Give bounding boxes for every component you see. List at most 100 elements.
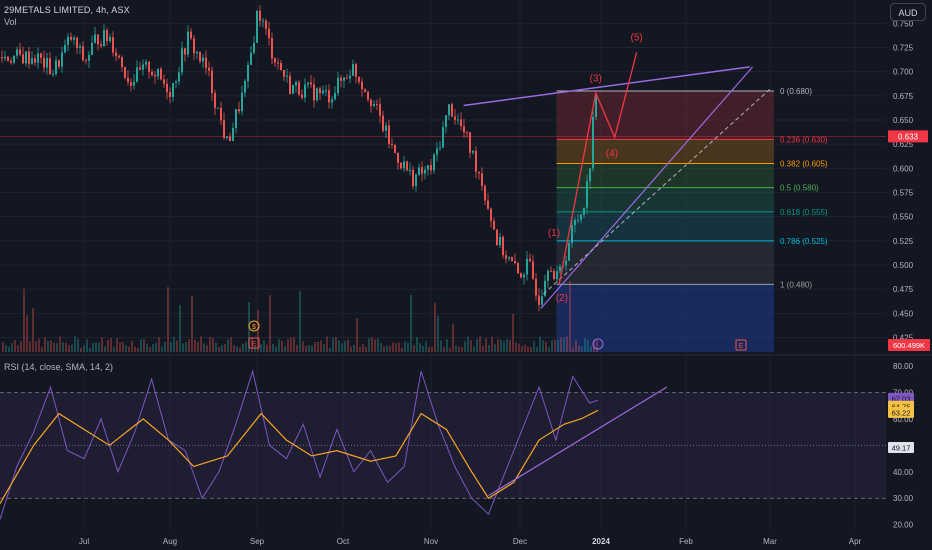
volume-bar	[191, 296, 193, 352]
volume-bar	[128, 346, 130, 352]
volume-bar	[263, 340, 265, 352]
rsi-value-badge	[888, 406, 914, 418]
candle-body	[469, 132, 471, 153]
candle-body	[454, 116, 456, 120]
volume-bar	[311, 345, 313, 352]
candle-body	[313, 84, 315, 101]
volume-bar	[428, 346, 430, 352]
volume-bar	[35, 341, 37, 352]
volume-bar	[287, 338, 289, 352]
candle-body	[103, 30, 105, 47]
volume-bar	[74, 336, 76, 352]
volume-bar	[482, 345, 484, 352]
candle-body	[148, 61, 150, 72]
last-price-badge	[888, 130, 928, 143]
volume-bar	[83, 345, 85, 352]
volume-bar	[29, 341, 31, 352]
price-axis-tick: 0.475	[893, 285, 914, 294]
candle-body	[151, 71, 153, 76]
candle-body	[205, 57, 207, 68]
volume-bar	[572, 347, 574, 352]
volume-bar	[104, 346, 106, 352]
volume-bar	[512, 313, 514, 352]
rsi-value-label: 64.75	[892, 402, 911, 411]
candle-body	[199, 51, 201, 62]
candle-body	[265, 20, 267, 29]
volume-bar	[476, 338, 478, 352]
volume-bar	[50, 340, 52, 352]
rsi-title[interactable]: RSI (14, close, SMA, 14, 2)	[4, 362, 114, 372]
price-axis-tick: 0.525	[893, 237, 914, 246]
candle-body	[211, 70, 213, 94]
candle-body	[595, 95, 597, 118]
volume-bar	[386, 345, 388, 352]
candle-body	[256, 10, 258, 43]
volume-bar	[347, 339, 349, 352]
candle-body	[430, 165, 432, 171]
volume-bar	[200, 336, 202, 352]
candle-body	[34, 58, 36, 63]
rsi-value-label: 49.17	[892, 444, 911, 453]
volume-bar	[515, 342, 517, 352]
candle-body	[556, 271, 558, 280]
candle-body	[439, 147, 441, 149]
candle-body	[316, 88, 318, 101]
volume-bar	[110, 338, 112, 352]
candle-body	[31, 58, 33, 64]
candle-body	[502, 236, 504, 256]
fib-zone	[556, 211, 774, 241]
candle-body	[565, 260, 567, 266]
candle-body	[181, 48, 183, 73]
volume-bar	[557, 340, 559, 352]
candle-body	[526, 258, 528, 275]
volume-bar	[581, 346, 583, 352]
volume-bar	[134, 346, 136, 352]
volume-bar	[551, 340, 553, 352]
candle-body	[397, 152, 399, 163]
candle-body	[514, 261, 516, 264]
candle-body	[331, 99, 333, 103]
candle-body	[478, 171, 480, 174]
price-axis-tick: 0.700	[893, 68, 914, 77]
volume-value: 600.499K	[893, 341, 925, 350]
currency-button[interactable]: AUD	[890, 3, 926, 21]
price-axis-tick: 0.500	[893, 261, 914, 270]
volume-bar	[401, 347, 403, 352]
volume-bar	[470, 340, 472, 352]
candle-body	[130, 82, 132, 86]
candle-body	[160, 68, 162, 80]
volume-bar	[179, 304, 181, 352]
rsi-value-badge	[888, 442, 914, 454]
price-axis-tick: 0.750	[893, 19, 914, 28]
volume-bar	[272, 343, 274, 352]
candle-body	[445, 115, 447, 128]
candle-body	[115, 52, 117, 56]
candle-body	[274, 58, 276, 63]
candle-body	[433, 154, 435, 171]
candle-body	[304, 84, 306, 98]
symbol-title[interactable]: 29METALS LIMITED, 4h, ASX	[4, 5, 130, 15]
candle-body	[94, 34, 96, 43]
volume-bar	[299, 291, 301, 352]
volume-bar	[575, 340, 577, 352]
candle-body	[367, 91, 369, 100]
volume-bar	[233, 345, 235, 352]
volume-bar	[158, 337, 160, 352]
volume-bar	[293, 337, 295, 352]
price-axis-tick: 0.575	[893, 189, 914, 198]
candle-body	[406, 161, 408, 171]
candle-body	[85, 59, 87, 61]
volume-bar	[296, 345, 298, 352]
volume-bar	[377, 338, 379, 352]
candle-body	[295, 82, 297, 86]
candle-body	[100, 44, 102, 47]
volume-bar	[185, 341, 187, 352]
volume-bar	[140, 339, 142, 352]
candle-body	[58, 60, 60, 67]
candle-body	[544, 280, 546, 297]
volume-bar	[545, 341, 547, 352]
candle-body	[421, 167, 423, 174]
volume-bar	[509, 339, 511, 352]
candle-body	[496, 229, 498, 246]
